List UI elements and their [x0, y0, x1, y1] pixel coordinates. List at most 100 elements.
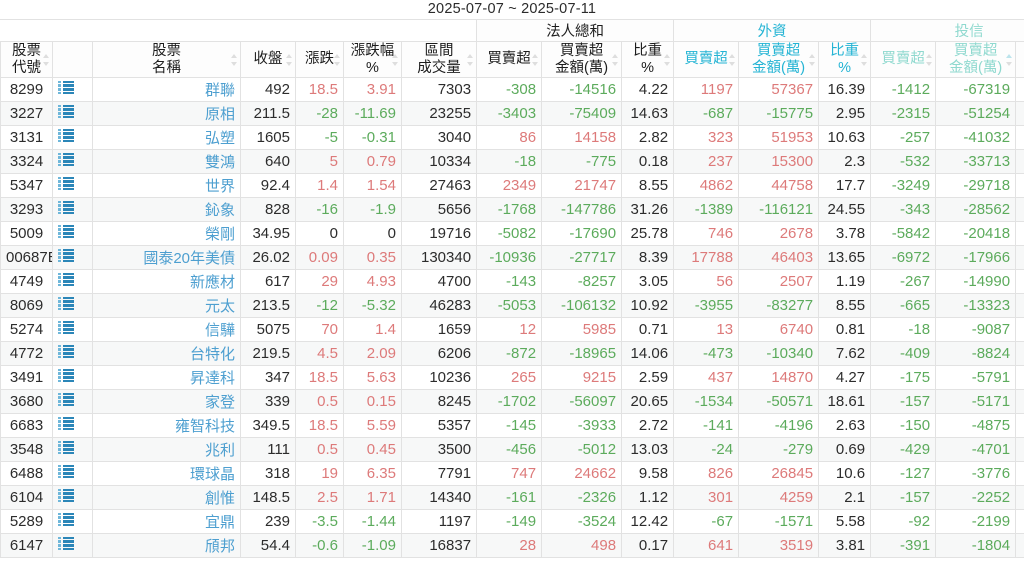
table-row[interactable]: 8299 群聯 492 18.5 3.91 7303 -308 -14516 4.22 1197 5… — [0, 77, 1024, 102]
stock-code-cell[interactable]: 6104 — [0, 485, 53, 510]
row-detail-button[interactable] — [52, 437, 93, 462]
table-row[interactable]: 3491 昇達科 347 18.5 5.63 10236 265 9215 2.59 437 148… — [0, 365, 1024, 390]
sort-arrows-icon[interactable] — [467, 53, 474, 66]
stock-code-cell[interactable]: 3227 — [0, 101, 53, 126]
table-row[interactable]: 6488 環球晶 318 19 6.35 7791 747 24662 9.58 826 26845… — [0, 461, 1024, 486]
stock-name-cell[interactable]: 創惟 — [92, 485, 241, 510]
stock-code-cell[interactable]: 00687B — [0, 245, 53, 270]
stock-name-cell[interactable]: 信驊 — [92, 317, 241, 342]
stock-name-cell[interactable]: 昇達科 — [92, 365, 241, 390]
column-header-6[interactable]: 區間 成交量 — [400, 41, 478, 78]
table-row[interactable]: 5347 世界 92.4 1.4 1.54 27463 2349 21747 8.55 4862 4… — [0, 173, 1024, 198]
stock-code-cell[interactable]: 3324 — [0, 149, 53, 174]
row-detail-button[interactable] — [52, 125, 93, 150]
stock-code-cell[interactable]: 3548 — [0, 437, 53, 462]
list-icon[interactable] — [58, 272, 74, 287]
row-detail-button[interactable] — [52, 293, 93, 318]
sort-arrows-icon[interactable] — [612, 53, 619, 66]
table-row[interactable]: 3131 弘塑 1605 -5 -0.31 3040 86 14158 2.82 323 51953… — [0, 125, 1024, 150]
list-icon[interactable] — [58, 152, 74, 167]
row-detail-button[interactable] — [52, 461, 93, 486]
column-header-3[interactable]: 收盤 — [240, 41, 296, 78]
column-header-13[interactable]: 買賣超 — [870, 41, 937, 78]
sort-arrows-icon[interactable] — [861, 53, 868, 66]
stock-name-cell[interactable]: 新應材 — [92, 269, 241, 294]
column-header-4[interactable]: 漲跌 — [295, 41, 344, 78]
table-row[interactable]: 4749 新應材 617 29 4.93 4700 -143 -8257 3.05 56 2507 1… — [0, 269, 1024, 294]
stock-name-cell[interactable]: 頎邦 — [92, 533, 241, 558]
stock-name-cell[interactable]: 世界 — [92, 173, 241, 198]
stock-name-cell[interactable]: 元太 — [92, 293, 241, 318]
stock-name-cell[interactable]: 台特化 — [92, 341, 241, 366]
row-detail-button[interactable] — [52, 485, 93, 510]
column-header-2[interactable]: 股票 名稱 — [92, 41, 241, 78]
list-icon[interactable] — [58, 224, 74, 239]
stock-name-cell[interactable]: 環球晶 — [92, 461, 241, 486]
stock-name-cell[interactable]: 鈊象 — [92, 197, 241, 222]
row-detail-button[interactable] — [52, 509, 93, 534]
list-icon[interactable] — [58, 440, 74, 455]
list-icon[interactable] — [58, 344, 74, 359]
row-detail-button[interactable] — [52, 341, 93, 366]
column-header-0[interactable]: 股票 代號 — [0, 41, 53, 78]
stock-name-cell[interactable]: 宜鼎 — [92, 509, 241, 534]
list-icon[interactable] — [58, 512, 74, 527]
row-detail-button[interactable] — [52, 149, 93, 174]
stock-name-cell[interactable]: 兆利 — [92, 437, 241, 462]
row-detail-button[interactable] — [52, 245, 93, 270]
stock-code-cell[interactable]: 4749 — [0, 269, 53, 294]
sort-arrows-icon[interactable] — [392, 53, 399, 66]
table-row[interactable]: 5289 宜鼎 239 -3.5 -1.44 1197 -149 -3524 12.42 -67-… — [0, 509, 1024, 534]
column-header-11[interactable]: 買賣超 金額(萬) — [738, 41, 820, 78]
list-icon[interactable] — [58, 176, 74, 191]
table-row[interactable]: 4772 台特化 219.5 4.5 2.09 6206 -872 -18965 14.06 -4… — [0, 341, 1024, 366]
row-detail-button[interactable] — [52, 413, 93, 438]
sort-arrows-icon[interactable] — [286, 53, 293, 66]
column-header-14[interactable]: 買賣超 金額(萬) — [935, 41, 1017, 78]
sort-arrows-icon[interactable] — [809, 53, 816, 66]
row-detail-button[interactable] — [52, 365, 93, 390]
list-icon[interactable] — [58, 416, 74, 431]
list-icon[interactable] — [58, 464, 74, 479]
stock-code-cell[interactable]: 5009 — [0, 221, 53, 246]
sort-arrows-icon[interactable] — [1006, 53, 1013, 66]
stock-code-cell[interactable]: 6147 — [0, 533, 53, 558]
stock-name-cell[interactable]: 群聯 — [92, 77, 241, 102]
stock-code-cell[interactable]: 3293 — [0, 197, 53, 222]
stock-code-cell[interactable]: 5347 — [0, 173, 53, 198]
stock-name-cell[interactable]: 家登 — [92, 389, 241, 414]
list-icon[interactable] — [58, 80, 74, 95]
list-icon[interactable] — [58, 320, 74, 335]
column-header-7[interactable]: 買賣超 — [476, 41, 543, 78]
row-detail-button[interactable] — [52, 101, 93, 126]
list-icon[interactable] — [58, 488, 74, 503]
row-detail-button[interactable] — [52, 533, 93, 558]
row-detail-button[interactable] — [52, 77, 93, 102]
table-row[interactable]: 5009 榮剛 34.95 0 0 19716 -5082 -17690 25.78 746 267… — [0, 221, 1024, 246]
list-icon[interactable] — [58, 128, 74, 143]
stock-code-cell[interactable]: 5289 — [0, 509, 53, 534]
stock-name-cell[interactable]: 雙鴻 — [92, 149, 241, 174]
list-icon[interactable] — [58, 392, 74, 407]
sort-arrows-icon[interactable] — [664, 53, 671, 66]
stock-code-cell[interactable]: 5274 — [0, 317, 53, 342]
list-icon[interactable] — [58, 368, 74, 383]
row-detail-button[interactable] — [52, 317, 93, 342]
table-row[interactable]: 6147 頎邦 54.4 -0.6 -1.09 16837 28 498 0.17 641 3519… — [0, 533, 1024, 558]
sort-arrows-icon[interactable] — [334, 53, 341, 66]
row-detail-button[interactable] — [52, 197, 93, 222]
table-row[interactable]: 6683 雍智科技 349.5 18.5 5.59 5357 -145 -3933 2.72 -1… — [0, 413, 1024, 438]
stock-code-cell[interactable]: 8069 — [0, 293, 53, 318]
sort-arrows-icon[interactable] — [231, 53, 238, 66]
table-row[interactable]: 3548 兆利 111 0.5 0.45 3500 -456 -5012 13.03 -24 -27… — [0, 437, 1024, 462]
table-row[interactable]: 3227 原相 211.5 -28 -11.69 23255 -3403 -75409 14.6… — [0, 101, 1024, 126]
stock-code-cell[interactable]: 6488 — [0, 461, 53, 486]
sort-arrows-icon[interactable] — [532, 53, 539, 66]
sort-arrows-icon[interactable] — [926, 53, 933, 66]
stock-code-cell[interactable]: 8299 — [0, 77, 53, 102]
stock-code-cell[interactable]: 4772 — [0, 341, 53, 366]
column-header-15[interactable]: 比重% — [1015, 41, 1024, 78]
sort-arrows-icon[interactable] — [43, 53, 50, 66]
sort-arrows-icon[interactable] — [729, 53, 736, 66]
row-detail-button[interactable] — [52, 173, 93, 198]
